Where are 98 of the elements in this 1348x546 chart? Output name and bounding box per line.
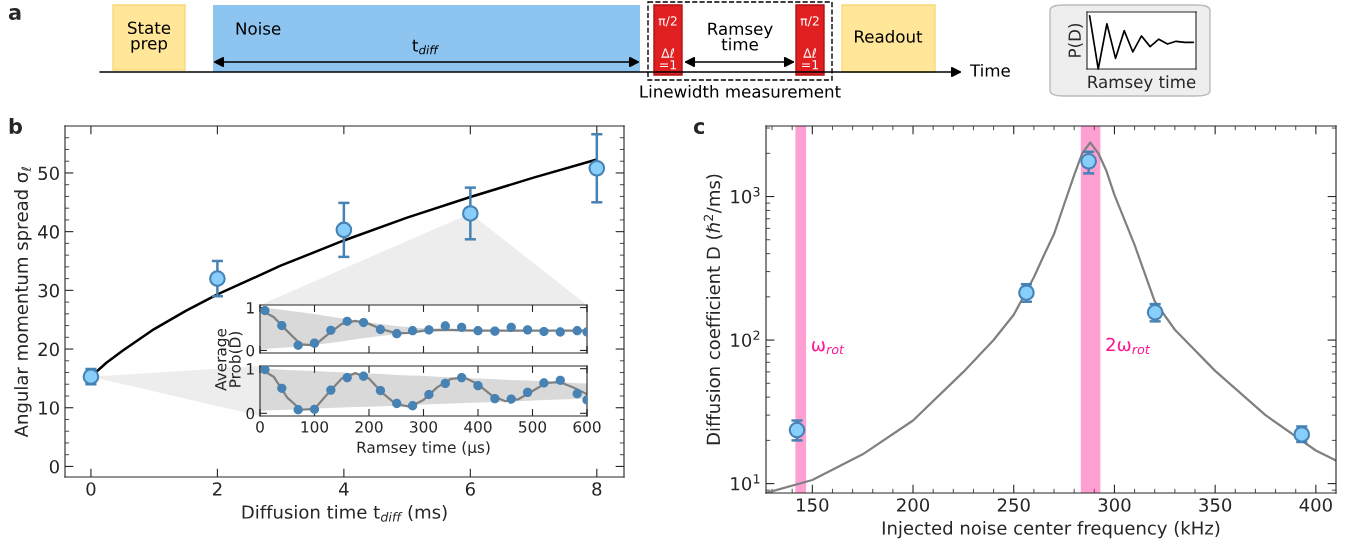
text: π/2 — [658, 16, 677, 27]
point — [424, 389, 434, 400]
text: State prep — [128, 21, 171, 53]
band-label: ω$_{rot}$ — [812, 341, 845, 355]
x-tick-label: 500 — [519, 421, 547, 433]
x-tick-label: 100 — [301, 421, 329, 433]
point — [473, 380, 483, 391]
point — [456, 372, 467, 383]
y-tick-label: 10 — [39, 401, 59, 415]
x-tick-label: 8 — [592, 482, 602, 496]
point — [588, 159, 606, 177]
x-tick-label: 400 — [1299, 498, 1332, 512]
text: a — [8, 8, 21, 21]
point — [293, 405, 303, 415]
x-tick-label: 300 — [410, 421, 438, 433]
point — [342, 316, 352, 326]
x-tick-label: 150 — [797, 498, 829, 512]
x-tick-label: 0 — [256, 421, 264, 433]
point — [375, 324, 386, 335]
x-tick-label: 6 — [465, 482, 475, 496]
point — [506, 394, 516, 404]
point — [440, 321, 450, 331]
point — [326, 385, 336, 395]
point — [440, 378, 450, 389]
y-tick-label: 1 — [247, 302, 254, 314]
x-axis-title: Ramsey time (µs) — [357, 441, 490, 456]
y-tick-label: 1 — [247, 363, 254, 375]
point — [555, 375, 565, 385]
point — [572, 326, 582, 336]
y-tick-label: 10$^{2}$ — [731, 330, 760, 348]
point — [375, 385, 386, 396]
point — [309, 338, 320, 348]
x-tick-label: 600 — [573, 421, 601, 433]
x-tick-label: 0 — [86, 482, 96, 496]
point — [358, 317, 369, 328]
text: Linewidth measurement — [640, 84, 841, 98]
point — [407, 326, 418, 336]
x-axis-title: Diffusion time t$_{diff}$ (ms) — [242, 504, 447, 522]
text: t$_{diff}$ — [412, 39, 439, 55]
y-tick-label: 0 — [246, 407, 255, 420]
y-axis-title: P(D) — [1068, 23, 1083, 57]
point — [539, 326, 549, 337]
x-tick-label: 200 — [355, 421, 383, 433]
y-tick-label: 10$^{1}$ — [731, 474, 760, 491]
y-tick-label: 20 — [38, 342, 59, 357]
text: Noise — [236, 21, 281, 35]
point — [1080, 152, 1097, 170]
y-axis-title: Angular momentum spread σ$_{ℓ}$ — [14, 167, 32, 438]
y-axis-title: Average Prob(D) — [215, 328, 243, 391]
point — [209, 270, 226, 287]
point — [539, 378, 549, 388]
y-tick-label: 40 — [38, 225, 59, 239]
x-tick-label: 4 — [339, 482, 349, 496]
x-tick-label: 250 — [997, 498, 1030, 512]
x-tick-label: 2 — [212, 482, 222, 496]
point — [335, 221, 353, 239]
point — [555, 327, 565, 337]
point — [473, 326, 483, 336]
x-tick-label: 200 — [897, 498, 930, 512]
point — [392, 329, 402, 339]
chart-title: b — [9, 117, 22, 135]
text: Ramsey time — [708, 22, 773, 51]
point — [522, 325, 533, 335]
x-tick-label: 350 — [1199, 498, 1232, 512]
text: Readout — [855, 29, 923, 43]
chart-title: c — [693, 122, 704, 135]
point — [309, 404, 320, 414]
x-tick-label: 300 — [1098, 498, 1131, 512]
point — [277, 320, 287, 331]
point — [506, 322, 516, 332]
x-axis-title: Ramsey time — [1088, 75, 1196, 92]
y-axis-title: Diffusion coefficient D (ℏ$^{2}$/ms) — [703, 174, 723, 445]
point — [392, 398, 402, 409]
y-tick-label: 0 — [49, 459, 59, 474]
point — [490, 393, 500, 404]
y-tick-label: 50 — [38, 166, 59, 181]
point — [342, 372, 352, 383]
point — [490, 326, 500, 336]
point — [358, 371, 369, 381]
point — [456, 322, 467, 332]
y-tick-label: 10$^{3}$ — [731, 186, 760, 204]
text: Δℓ =1 — [802, 48, 819, 70]
point — [326, 325, 336, 335]
text: Δℓ =1 — [660, 48, 677, 70]
point — [522, 387, 533, 397]
point — [407, 401, 418, 411]
point — [277, 383, 287, 393]
text: Time — [969, 63, 1010, 77]
band-label: 2ω$_{rot}$ — [1106, 337, 1151, 355]
x-tick-label: 400 — [464, 421, 492, 433]
point — [424, 325, 434, 335]
y-tick-label: 0 — [246, 344, 255, 357]
x-axis-title: Injected noise center frequency (kHz) — [882, 520, 1220, 539]
y-tick-label: 30 — [38, 283, 59, 298]
point — [572, 389, 582, 399]
point — [462, 205, 479, 222]
point — [293, 340, 303, 350]
text: π/2 — [800, 16, 819, 27]
